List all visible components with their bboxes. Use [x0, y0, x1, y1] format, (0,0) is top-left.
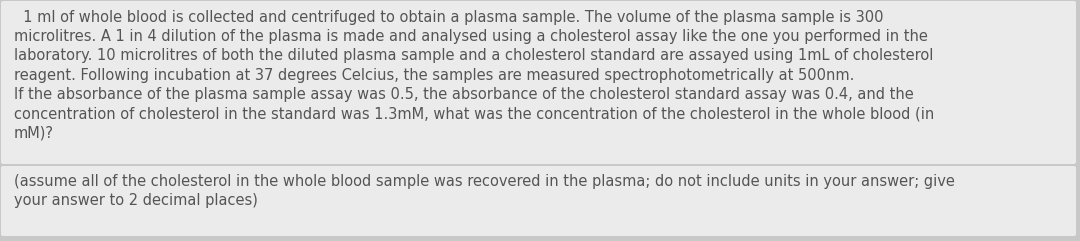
FancyBboxPatch shape: [1, 1, 1076, 164]
Text: (assume all of the cholesterol in the whole blood sample was recovered in the pl: (assume all of the cholesterol in the wh…: [14, 174, 955, 208]
Text: 1 ml of whole blood is collected and centrifuged to obtain a plasma sample. The : 1 ml of whole blood is collected and cen…: [14, 10, 934, 140]
FancyBboxPatch shape: [1, 166, 1076, 236]
